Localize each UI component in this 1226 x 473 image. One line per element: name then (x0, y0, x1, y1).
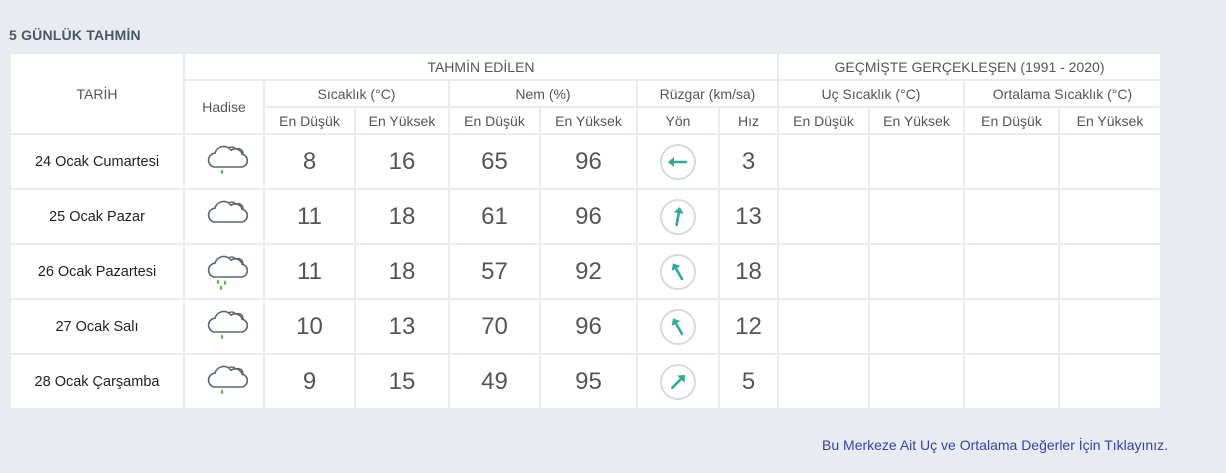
cloud-rain-icon (200, 365, 249, 404)
avg-min-cell (965, 135, 1058, 188)
event-cell (185, 135, 263, 188)
averages-link[interactable]: Bu Merkeze Ait Uç ve Ortalama Değerler İ… (822, 437, 1168, 453)
temp-min-cell: 11 (265, 245, 354, 298)
wind-speed-cell: 12 (720, 300, 777, 353)
extreme-max-cell (870, 190, 963, 243)
avg-max-cell (1060, 135, 1160, 188)
temp-min-cell: 9 (265, 355, 354, 408)
wind-speed-header: Hız (720, 108, 777, 133)
temp-min-cell: 10 (265, 300, 354, 353)
hum-max-cell: 96 (541, 190, 636, 243)
temp-min-cell: 8 (265, 135, 354, 188)
extreme-temp-header: Uç Sıcaklık (°C) (779, 81, 963, 106)
extreme-min-cell (779, 355, 868, 408)
wind-direction-cell (638, 190, 718, 243)
temp-max-cell: 13 (356, 300, 448, 353)
avg-max-header: En Yüksek (1060, 108, 1160, 133)
forecast-row: 25 Ocak Pazar 11 18 61 96 13 (11, 190, 1160, 243)
wind-arrow-icon (660, 198, 696, 235)
history-header: GEÇMİŞTE GERÇEKLEŞEN (1991 - 2020) (779, 54, 1160, 79)
hum-max-cell: 96 (541, 300, 636, 353)
humidity-header: Nem (%) (450, 81, 636, 106)
extreme-max-cell (870, 355, 963, 408)
avg-min-cell (965, 355, 1058, 408)
forecast-row: 26 Ocak Pazartesi 11 18 57 92 18 (11, 245, 1160, 298)
avg-max-cell (1060, 245, 1160, 298)
extreme-min-cell (779, 135, 868, 188)
hum-min-cell: 57 (450, 245, 539, 298)
hum-max-cell: 95 (541, 355, 636, 408)
cloud-rain-icon (200, 145, 249, 184)
temp-min-cell: 11 (265, 190, 354, 243)
avg-max-cell (1060, 300, 1160, 353)
hum-min-cell: 49 (450, 355, 539, 408)
hum-max-cell: 92 (541, 245, 636, 298)
avg-min-cell (965, 245, 1058, 298)
date-cell: 27 Ocak Salı (11, 300, 183, 353)
date-cell: 26 Ocak Pazartesi (11, 245, 183, 298)
extreme-min-header: En Düşük (779, 108, 868, 133)
wind-arrow-icon (660, 363, 696, 400)
forecast-row: 27 Ocak Salı 10 13 70 96 12 (11, 300, 1160, 353)
avg-min-cell (965, 300, 1058, 353)
date-cell: 28 Ocak Çarşamba (11, 355, 183, 408)
forecast-row: 28 Ocak Çarşamba 9 15 49 95 5 (11, 355, 1160, 408)
avg-min-header: En Düşük (965, 108, 1058, 133)
hum-min-cell: 61 (450, 190, 539, 243)
wind-header: Rüzgar (km/sa) (638, 81, 777, 106)
hum-min-cell: 70 (450, 300, 539, 353)
wind-arrow-icon (660, 308, 696, 345)
forecast-row: 24 Ocak Cumartesi 8 16 65 96 3 (11, 135, 1160, 188)
temp-max-header: En Yüksek (356, 108, 448, 133)
temp-max-cell: 16 (356, 135, 448, 188)
section-title: 5 GÜNLÜK TAHMİN (9, 27, 141, 43)
date-cell: 25 Ocak Pazar (11, 190, 183, 243)
extreme-min-cell (779, 245, 868, 298)
hum-max-header: En Yüksek (541, 108, 636, 133)
wind-speed-cell: 18 (720, 245, 777, 298)
extreme-max-cell (870, 245, 963, 298)
date-cell: 24 Ocak Cumartesi (11, 135, 183, 188)
hum-min-header: En Düşük (450, 108, 539, 133)
wind-direction-cell (638, 355, 718, 408)
extreme-max-cell (870, 135, 963, 188)
hum-max-cell: 96 (541, 135, 636, 188)
wind-direction-header: Yön (638, 108, 718, 133)
temp-max-cell: 18 (356, 245, 448, 298)
wind-direction-cell (638, 135, 718, 188)
temp-max-cell: 18 (356, 190, 448, 243)
wind-speed-cell: 5 (720, 355, 777, 408)
extreme-min-cell (779, 190, 868, 243)
temp-max-cell: 15 (356, 355, 448, 408)
event-cell (185, 355, 263, 408)
cloud-icon (200, 200, 249, 239)
extreme-min-cell (779, 300, 868, 353)
extreme-max-header: En Yüksek (870, 108, 963, 133)
temp-min-header: En Düşük (265, 108, 354, 133)
temperature-header: Sıcaklık (°C) (265, 81, 448, 106)
wind-direction-cell (638, 245, 718, 298)
event-cell (185, 190, 263, 243)
wind-speed-cell: 13 (720, 190, 777, 243)
avg-temp-header: Ortalama Sıcaklık (°C) (965, 81, 1160, 106)
event-cell (185, 300, 263, 353)
cloud-rain-icon (200, 310, 249, 349)
avg-max-cell (1060, 355, 1160, 408)
date-header: TARİH (11, 54, 183, 133)
wind-speed-cell: 3 (720, 135, 777, 188)
event-cell (185, 245, 263, 298)
forecast-header: TAHMİN EDİLEN (185, 54, 777, 79)
wind-arrow-icon (660, 143, 696, 180)
avg-max-cell (1060, 190, 1160, 243)
event-header: Hadise (185, 81, 263, 133)
wind-arrow-icon (660, 253, 696, 290)
wind-direction-cell (638, 300, 718, 353)
forecast-table: TARİH TAHMİN EDİLEN GEÇMİŞTE GERÇEKLEŞEN… (9, 52, 1162, 410)
avg-min-cell (965, 190, 1058, 243)
hum-min-cell: 65 (450, 135, 539, 188)
extreme-max-cell (870, 300, 963, 353)
showers-icon (200, 255, 249, 294)
